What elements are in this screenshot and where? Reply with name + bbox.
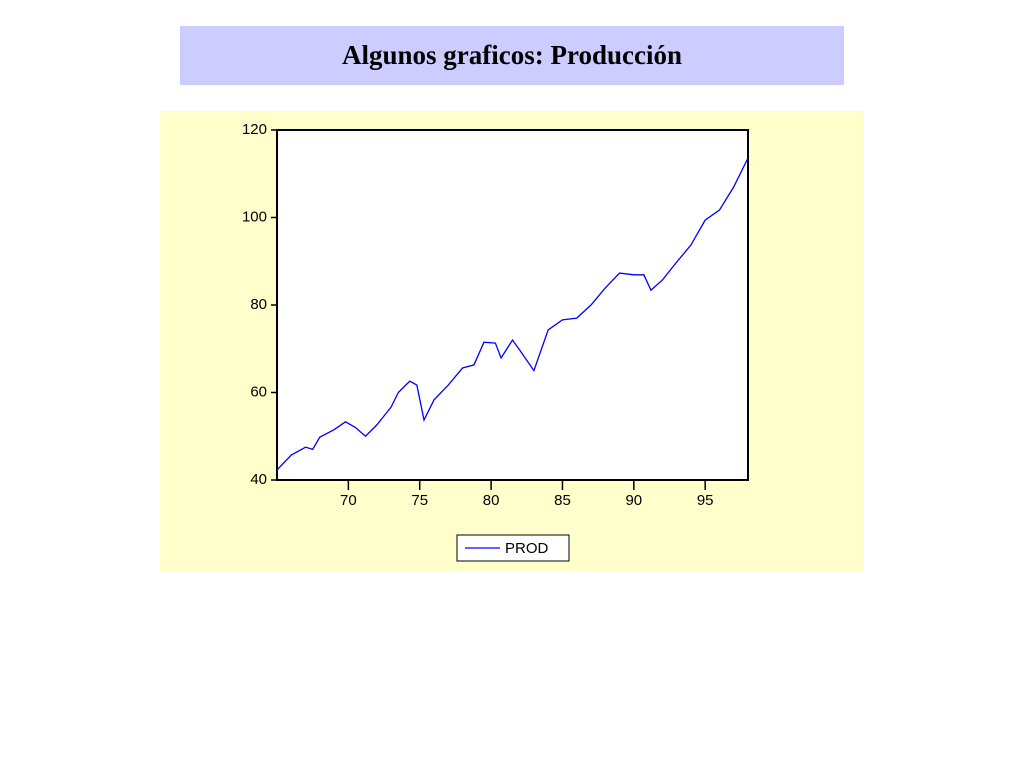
x-tick-label: 75	[411, 492, 428, 509]
chart-title: Algunos graficos: Producción	[341, 40, 682, 70]
plot-area	[276, 129, 749, 481]
x-tick-label: 95	[697, 492, 714, 509]
y-tick-label: 100	[242, 208, 267, 225]
x-tick-label: 85	[554, 492, 571, 509]
line-series	[276, 157, 749, 471]
y-tick-label: 120	[242, 121, 267, 138]
title-box: Algunos graficos: Producción	[180, 26, 844, 85]
y-tick-label: 60	[250, 383, 267, 400]
legend	[456, 534, 570, 562]
y-tick-label: 40	[250, 471, 267, 488]
x-tick-label: 80	[483, 492, 500, 509]
legend-label: PROD	[505, 540, 549, 557]
x-tick-label: 70	[340, 492, 357, 509]
x-tick-label: 90	[625, 492, 642, 509]
y-tick-label: 80	[250, 296, 267, 313]
